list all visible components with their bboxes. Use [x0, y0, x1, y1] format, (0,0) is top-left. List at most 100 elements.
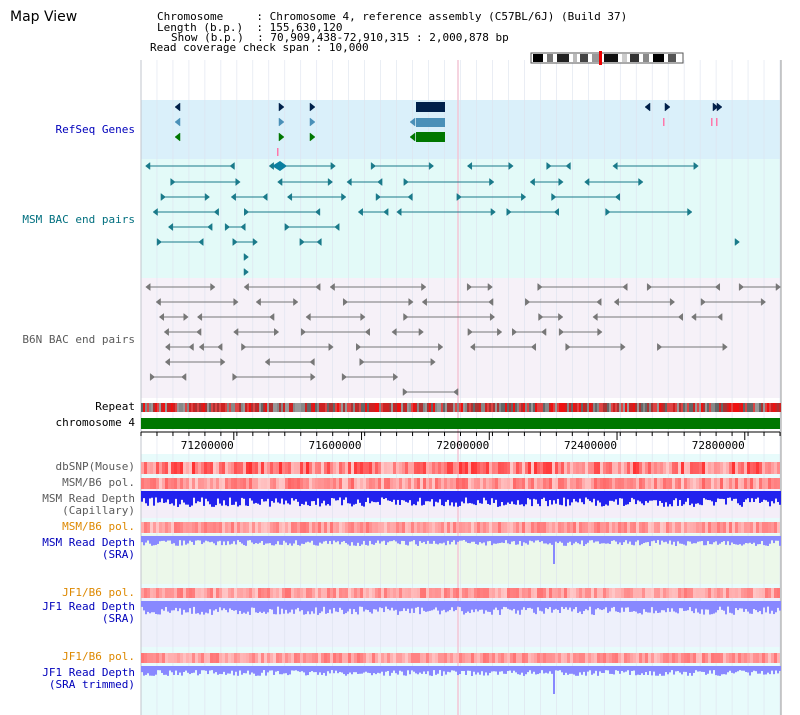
- msm-cap-depth-bar: [169, 491, 171, 505]
- dbsnp-cell: [513, 462, 516, 474]
- jf1-trim-depth-bar: [211, 666, 213, 671]
- msm-cap-depth-bar: [381, 491, 383, 498]
- jf1-b6-pol-cell: [606, 588, 609, 598]
- msm-sra-depth-bar: [633, 536, 635, 546]
- jf1-trim-depth-bar: [245, 666, 247, 674]
- msm-b6-pol-sra-cell: [489, 522, 492, 533]
- msm-sra-depth-bar: [683, 536, 685, 545]
- jf1-sra-depth-bar: [187, 601, 189, 613]
- msm-cap-depth-bar: [511, 491, 513, 502]
- msm-b6-pol-cell: [159, 478, 162, 489]
- jf1-sra-depth-bar: [535, 601, 537, 615]
- end-marker: [233, 297, 239, 307]
- jf1-trim-depth-bar: [769, 666, 771, 675]
- msm-cap-depth-bar: [673, 491, 675, 501]
- msm-cap-depth-bar: [693, 491, 695, 507]
- chromosome-ideogram[interactable]: [530, 51, 684, 65]
- jf1-trim-depth-bar: [431, 666, 433, 676]
- end-marker: [466, 282, 473, 292]
- jf1-trim-depth-bar: [499, 666, 501, 672]
- msm-b6-pol-sra-cell: [411, 522, 414, 533]
- dbsnp-cell: [720, 462, 723, 474]
- msm-cap-depth-bar: [659, 491, 661, 501]
- msm-b6-pol-sra-cell: [360, 522, 363, 533]
- msm-b6-pol-sra-cell: [405, 522, 408, 533]
- repeat-cell: [549, 403, 551, 412]
- msm-b6-pol-cell: [612, 478, 615, 489]
- msm-b6-pol-track-label: MSM/B6 pol.: [62, 476, 135, 489]
- jf1-sra-depth-bar: [663, 601, 665, 611]
- jf1-trim-depth-bar: [475, 666, 477, 675]
- jf1-sra-depth-bar: [669, 601, 671, 612]
- repeat-cell: [173, 403, 175, 412]
- msm-bac-features[interactable]: [145, 161, 740, 277]
- jf1-b6-pol-cell: [411, 588, 414, 598]
- msm-b6-pol-sra-cell: [267, 522, 270, 533]
- msm-cap-depth-bar: [157, 491, 159, 503]
- repeat-cell: [615, 403, 617, 412]
- b6n-bac-features[interactable]: [145, 282, 781, 397]
- dbsnp-cell: [210, 462, 213, 474]
- end-marker: [300, 327, 307, 337]
- msm-b6-pol-cell: [381, 478, 384, 489]
- jf1-b6-pol-cell: [549, 588, 552, 598]
- msm-sra-depth-bar: [595, 536, 597, 542]
- msm-sra-depth-bar: [237, 536, 239, 541]
- msm-b6-pol-sra-cell: [522, 522, 525, 533]
- dbsnp-cell: [258, 462, 261, 474]
- jf1-b6-pol-2-cell: [198, 653, 201, 663]
- msm-b6-pol-cell: [147, 478, 150, 489]
- msm-cap-depth-bar: [301, 491, 303, 504]
- refseq-gene-features[interactable]: [174, 102, 723, 156]
- msm-sra-depth-bar: [547, 536, 549, 545]
- jf1-trim-depth-bar: [493, 666, 495, 672]
- msm-b6-pol-cell: [234, 478, 237, 489]
- jf1-trim-depth-bar: [443, 666, 445, 672]
- msm-b6-pol-sra-cell: [597, 522, 600, 533]
- msm-b6-pol-cell: [510, 478, 513, 489]
- msm-sra-depth-bar: [461, 536, 463, 541]
- repeat-cell: [211, 403, 213, 412]
- msm-sra-depth-bar: [191, 536, 193, 542]
- jf1-sra-depth-bar: [195, 601, 197, 614]
- repeat-cell: [745, 403, 747, 412]
- msm-cap-depth-bar: [239, 491, 241, 506]
- msm-sra-depth-bar: [469, 536, 471, 544]
- jf1-trim-depth-bar: [667, 666, 669, 675]
- jf1-b6-pol-cell: [666, 588, 669, 598]
- msm-sra-depth-bar: [673, 536, 675, 542]
- msm-b6-pol-cell: [393, 478, 396, 489]
- jf1-sra-depth-bar: [751, 601, 753, 614]
- jf1-sra-depth-bar: [485, 601, 487, 611]
- jf1-b6-pol-cell: [252, 588, 255, 598]
- dbsnp-cell: [228, 462, 231, 474]
- msm-b6-pol-sra-cell: [546, 522, 549, 533]
- jf1-trim-depth-bar: [739, 666, 741, 671]
- jf1-sra-depth-bar: [433, 601, 435, 610]
- refseq-track-label: RefSeq Genes: [55, 123, 135, 136]
- jf1-b6-pol-2-cell: [657, 653, 660, 663]
- jf1-b6-pol-cell: [432, 588, 435, 598]
- msm-b6-pol-sra-cell: [588, 522, 591, 533]
- jf1-trim-depth-bar: [489, 666, 491, 673]
- jf1-trim-depth-bar: [213, 666, 215, 674]
- jf1-b6-pol-cell: [171, 588, 174, 598]
- jf1-trim-depth-bar: [545, 666, 547, 673]
- msm-b6-pol-sra-cell: [555, 522, 558, 533]
- jf1-trim-depth-bar: [573, 666, 575, 675]
- jf1-trim-depth-bar: [415, 666, 417, 674]
- msm-b6-pol-cell: [231, 478, 234, 489]
- repeat-cell: [473, 403, 475, 412]
- jf1-sra-depth-bar: [209, 601, 211, 610]
- msm-b6-pol-sra-cell: [219, 522, 222, 533]
- end-marker: [207, 222, 213, 232]
- dbsnp-cell: [429, 462, 432, 474]
- msm-b6-pol-cell: [663, 478, 666, 489]
- repeat-cell: [659, 403, 661, 412]
- jf1-b6-pol-2-cell: [528, 653, 531, 663]
- msm-b6-pol-sra-cell: [732, 522, 735, 533]
- msm-cap-depth-bar: [633, 491, 635, 500]
- msm-sra-depth-bar: [439, 536, 441, 544]
- msm-b6-pol-sra-cell: [582, 522, 585, 533]
